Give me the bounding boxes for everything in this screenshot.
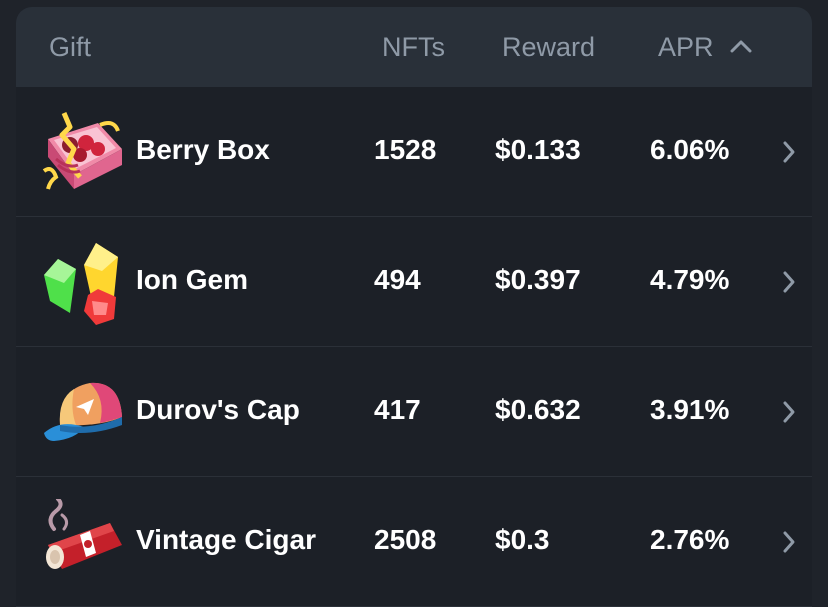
chevron-right-icon[interactable] (782, 530, 796, 554)
gifts-table: Gift NFTs Reward APR Berry Box 1528 $0.1… (16, 7, 812, 607)
chevron-right-icon[interactable] (782, 400, 796, 424)
reward-value: $0.3 (495, 524, 550, 555)
header-apr[interactable]: APR (658, 32, 714, 62)
chevron-up-icon[interactable] (730, 39, 752, 53)
apr-value: 3.91% (650, 394, 730, 425)
berry-box-icon (42, 112, 122, 190)
table-row[interactable]: Ion Gem 494 $0.397 4.79% (16, 217, 812, 347)
nfts-count: 1528 (374, 134, 437, 165)
table-header: Gift NFTs Reward APR (16, 7, 812, 87)
header-reward[interactable]: Reward (502, 32, 596, 62)
reward-value: $0.397 (495, 264, 581, 295)
table-row[interactable]: Vintage Cigar 2508 $0.3 2.76% (16, 477, 812, 607)
gift-name: Durov's Cap (136, 394, 300, 425)
table-row[interactable]: Durov's Cap 417 $0.632 3.91% (16, 347, 812, 477)
reward-value: $0.632 (495, 394, 581, 425)
ion-gem-icon (44, 243, 118, 325)
gift-name: Vintage Cigar (136, 524, 316, 555)
chevron-right-icon[interactable] (782, 270, 796, 294)
table-row[interactable]: Berry Box 1528 $0.133 6.06% (16, 87, 812, 217)
nfts-count: 494 (374, 264, 421, 295)
gift-name: Ion Gem (136, 264, 249, 295)
reward-value: $0.133 (495, 134, 581, 165)
apr-value: 2.76% (650, 524, 730, 555)
apr-value: 6.06% (650, 134, 730, 165)
gift-name: Berry Box (136, 134, 270, 165)
nfts-count: 417 (374, 394, 421, 425)
chevron-right-icon[interactable] (782, 140, 796, 164)
header-gift[interactable]: Gift (49, 32, 92, 62)
header-nfts[interactable]: NFTs (382, 32, 445, 62)
durovs-cap-icon (44, 382, 122, 441)
vintage-cigar-icon (46, 499, 122, 569)
nfts-count: 2508 (374, 524, 437, 555)
apr-value: 4.79% (650, 264, 730, 295)
